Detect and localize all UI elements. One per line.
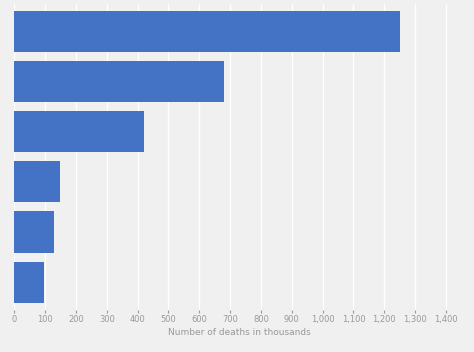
Bar bbox=[14, 11, 400, 52]
Bar bbox=[14, 61, 224, 102]
Bar bbox=[14, 161, 61, 202]
Bar bbox=[14, 111, 144, 152]
Bar bbox=[14, 262, 44, 303]
Bar bbox=[14, 211, 55, 252]
X-axis label: Number of deaths in thousands: Number of deaths in thousands bbox=[168, 328, 311, 338]
